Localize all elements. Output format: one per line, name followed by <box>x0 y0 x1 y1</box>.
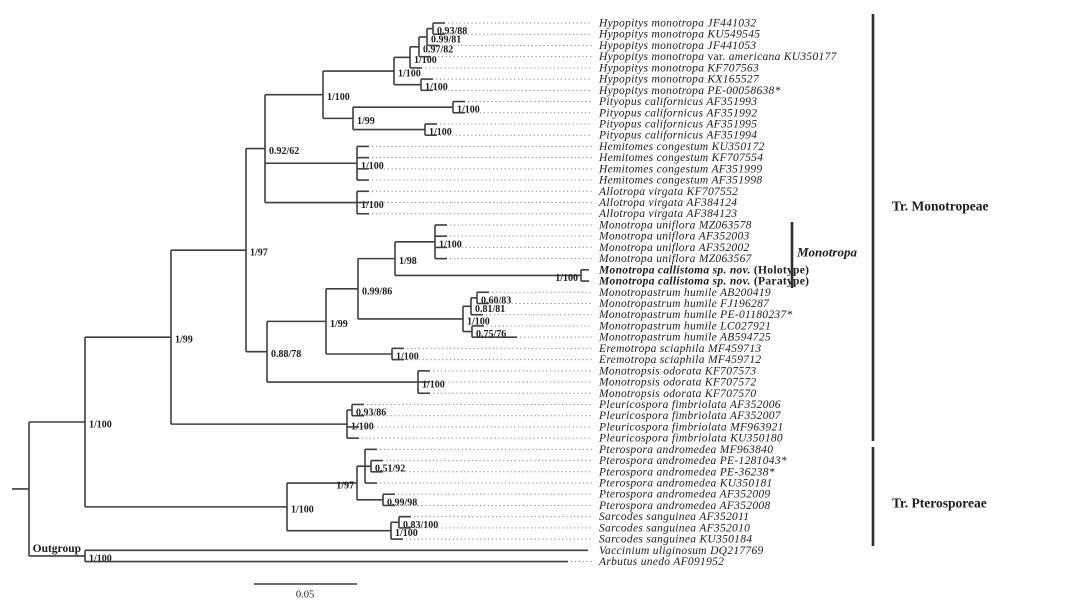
support-value: 0.75/76 <box>476 329 506 340</box>
taxon-label-33: Monotropsis odorata KF707570 <box>598 388 756 400</box>
taxon-label-31: Monotropsis odorata KF707573 <box>598 365 756 377</box>
taxon-label-11: Hemitomes congestum KU350172 <box>598 141 765 153</box>
clade-bar-label-monotropeae: Tr. Monotropeae <box>892 199 989 214</box>
support-value: 1/98 <box>399 256 417 267</box>
taxon-label-27: Monotropastrum humile LC027921 <box>598 320 771 332</box>
support-value: 1/100 <box>361 161 384 172</box>
scale-bar-label: 0.05 <box>296 590 314 601</box>
taxon-label-41: Pterospora andromedea KU350181 <box>598 478 773 490</box>
taxon-label-6: Hypopitys monotropa PE-00058638* <box>598 85 781 97</box>
support-value: 0.81/81 <box>475 304 505 315</box>
taxon-label-22: Monotropa callistoma sp. nov. (Holotype) <box>598 264 809 276</box>
support-value: 1/100 <box>361 200 384 211</box>
support-value: 1/100 <box>396 351 419 362</box>
support-value: 0.93/88 <box>437 26 467 37</box>
taxon-label-17: Allotropa virgata AF384123 <box>598 208 737 220</box>
support-value: 1/100 <box>467 316 490 327</box>
taxon-label-29: Eremotropa sciaphila MF459713 <box>598 343 761 355</box>
taxon-label-36: Pleuricospora fimbriolata MF963921 <box>598 421 784 433</box>
support-value: 1/100 <box>555 273 578 284</box>
support-value: 0.60/83 <box>481 295 511 306</box>
clade-bar-label-pterosporeae: Tr. Pterosporeae <box>892 496 987 511</box>
taxon-label-2: Hypopitys monotropa JF441053 <box>598 40 756 52</box>
support-value: 1/100 <box>457 105 480 116</box>
genus-bar-label: Monotropa <box>796 245 857 260</box>
taxon-label-14: Hemitomes congestum AF351998 <box>598 175 762 187</box>
taxon-label-21: Monotropa uniflora MZ063567 <box>598 253 753 265</box>
taxon-label-1: Hypopitys monotropa KU549545 <box>598 29 760 41</box>
taxon-label-47: Vaccinium uliginosum DQ217769 <box>599 545 764 557</box>
taxon-label-0: Hypopitys monotropa JF441032 <box>598 18 756 30</box>
support-value: 1/100 <box>425 82 448 93</box>
taxon-label-18: Monotropa uniflora MZ063578 <box>598 219 752 231</box>
support-value: 0.97/82 <box>423 44 453 55</box>
support-value: 1/100 <box>291 504 314 515</box>
taxon-label-28: Monotropastrum humile AB594725 <box>598 332 771 344</box>
taxon-label-7: Pityopus californicus AF351993 <box>598 96 757 108</box>
support-value: 0.99/81 <box>431 35 461 46</box>
taxon-label-9: Pityopus californicus AF351995 <box>598 118 757 130</box>
support-value: 0.93/86 <box>356 408 386 419</box>
taxon-label-25: Monotropastrum humile FJ196287 <box>598 298 770 310</box>
taxon-label-37: Pleuricospora fimbriolata KU350180 <box>598 433 783 445</box>
taxon-label-44: Sarcodes sanguinea AF352011 <box>599 511 749 523</box>
taxon-label-43: Pterospora andromedea AF352008 <box>598 500 770 512</box>
taxon-label-24: Monotropastrum humile AB200419 <box>598 287 771 299</box>
taxon-label-15: Allotropa virgata KF707552 <box>598 186 738 198</box>
taxon-label-34: Pleuricospora fimbriolata AF352006 <box>598 399 781 411</box>
taxon-label-30: Eremotropa sciaphila MF459712 <box>598 354 761 366</box>
support-value: 1/99 <box>357 116 375 127</box>
taxon-label-45: Sarcodes sanguinea AF352010 <box>599 522 750 534</box>
taxon-label-12: Hemitomes congestum KF707554 <box>598 152 763 164</box>
support-value: 1/99 <box>175 335 193 346</box>
taxon-label-19: Monotropa uniflora AF352003 <box>598 231 750 243</box>
taxon-label-35: Pleuricospora fimbriolata AF352007 <box>598 410 782 422</box>
support-value: 0.92/62 <box>269 146 299 157</box>
outgroup-label: Outgroup <box>33 543 81 555</box>
taxon-label-4: Hypopitys monotropa KF707563 <box>598 62 759 74</box>
support-value: 0.99/86 <box>362 286 392 297</box>
taxon-label-8: Pityopus californicus AF351992 <box>598 107 757 119</box>
support-value: 1/100 <box>439 239 462 250</box>
support-value: 0.99/98 <box>387 497 417 508</box>
taxon-label-16: Allotropa virgata AF384124 <box>598 197 737 209</box>
taxon-label-5: Hypopitys monotropa KX165527 <box>598 74 760 86</box>
support-value: 1/100 <box>89 553 112 564</box>
taxon-label-10: Pityopus californicus AF351994 <box>598 130 757 142</box>
taxon-label-23: Monotropa callistoma sp. nov. (Paratype) <box>598 276 809 288</box>
taxon-label-26: Monotropastrum humile PE-01180237* <box>598 309 793 321</box>
support-value: 1/100 <box>327 92 350 103</box>
taxon-label-32: Monotropsis odorata KF707572 <box>598 377 756 389</box>
support-value: 1/100 <box>89 420 112 431</box>
support-value: 1/97 <box>336 481 354 492</box>
support-value: 0.83/100 <box>403 520 438 531</box>
support-value: 1/100 <box>422 380 445 391</box>
support-value: 1/100 <box>395 528 418 539</box>
taxon-label-42: Pterospora andromedea AF352009 <box>598 489 770 501</box>
taxon-label-38: Pterospora andromedea MF963840 <box>598 444 773 456</box>
taxon-label-20: Monotropa uniflora AF352002 <box>598 242 750 254</box>
taxon-label-48: Arbutus unedo AF091952 <box>598 556 724 568</box>
support-value: 1/100 <box>398 69 421 80</box>
support-value: 1/97 <box>250 248 268 259</box>
support-value: 1/99 <box>330 319 348 330</box>
taxon-label-13: Hemitomes congestum AF351999 <box>598 163 762 175</box>
support-value: 0.51/92 <box>375 464 405 475</box>
taxon-label-46: Sarcodes sanguinea KU350184 <box>599 534 752 546</box>
taxon-label-39: Pterospora andromedea PE-1281043* <box>598 455 787 467</box>
support-value: 1/100 <box>414 55 437 66</box>
taxon-label-3: Hypopitys monotropa var. americana KU350… <box>598 51 838 63</box>
support-value: 0.88/78 <box>271 349 301 360</box>
support-value: 1/100 <box>429 127 452 138</box>
taxon-label-40: Pterospora andromedea PE-36238* <box>598 466 775 478</box>
